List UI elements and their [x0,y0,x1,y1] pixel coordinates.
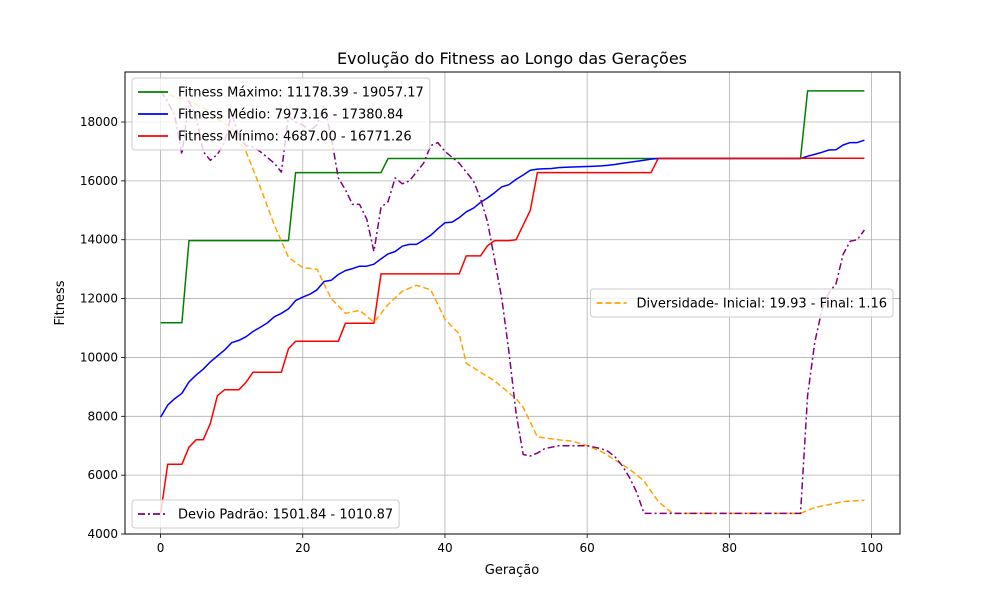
y-tick-label: 16000 [80,174,118,188]
legend-label: Devio Padrão: 1501.84 - 1010.87 [178,508,393,523]
legend-box [590,288,894,318]
axes: 0 20 40 60 80 100 4000 6000 8000 10000 12000 14000 1… [80,115,883,555]
y-tick-label: 12000 [80,292,118,306]
y-tick-label: 18000 [80,115,118,129]
x-tick-label: 20 [295,541,310,555]
chart-title: Evolução do Fitness ao Longo das Geraçõe… [337,49,687,68]
series-line-3 [160,90,865,515]
y-tick-label: 14000 [80,233,118,247]
y-tick-label: 8000 [87,409,118,423]
plot-frame [124,71,901,535]
x-tick-label: 40 [437,541,452,555]
legend-label: Fitness Médio: 7973.16 - 17380.84 [178,108,403,123]
y-tick-label: 6000 [87,468,118,482]
legend-label: Fitness Mínimo: 4687.00 - 16771.26 [178,130,412,145]
x-tick-label: 60 [580,541,595,555]
y-tick-label: 4000 [87,527,118,541]
legend-box [131,499,400,529]
legend-label: Fitness Máximo: 11178.39 - 19057.17 [178,86,424,101]
x-tick-label: 0 [157,541,165,555]
y-axis-label: Fitness [53,280,68,325]
y-tick-label: 10000 [80,350,118,364]
x-axis-label: Geração [485,563,539,578]
x-tick-label: 100 [860,541,883,555]
series-line-2 [159,157,865,514]
legend-label: Diversidade- Inicial: 19.93 - Final: 1.1… [637,297,887,312]
series-line-1 [159,139,865,418]
legend-upper-left: Fitness Máximo: 11178.39 - 19057.17 Fitne… [131,77,431,151]
x-tick-label: 80 [722,541,737,555]
legends: Fitness Máximo: 11178.39 - 19057.17 Fitne… [131,77,894,529]
legend-box [131,77,431,151]
legend-center-right: Diversidade- Inicial: 19.93 - Final: 1.1… [590,288,894,318]
series-line-0 [160,90,865,324]
legend-lower-left: Devio Padrão: 1501.84 - 1010.87 [131,499,400,529]
